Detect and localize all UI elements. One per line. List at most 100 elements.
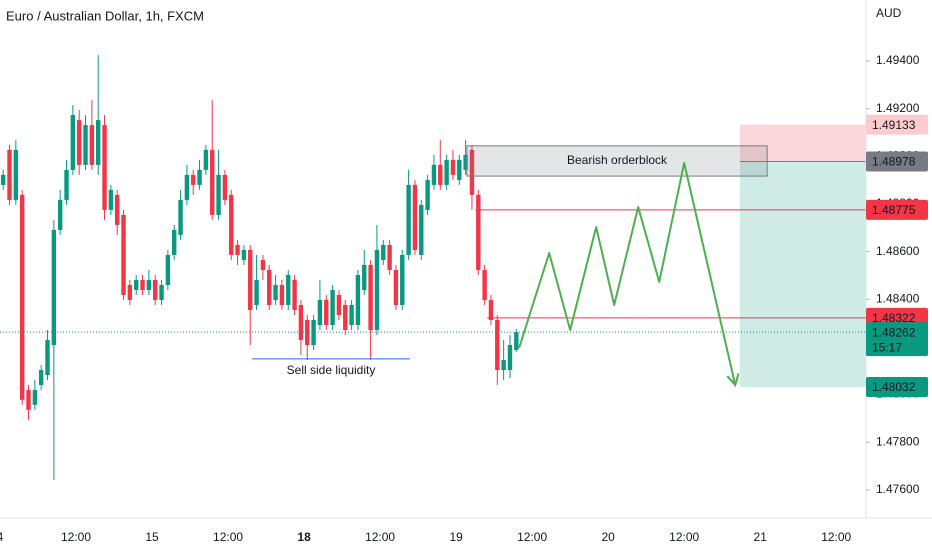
y-tick-label: 1.48600 bbox=[876, 244, 920, 258]
candle-body bbox=[425, 179, 430, 210]
x-tick-label: 12:00 bbox=[365, 530, 395, 544]
candle-body bbox=[343, 304, 348, 331]
candle-body bbox=[70, 115, 76, 170]
candle-body bbox=[419, 204, 424, 255]
candle-body bbox=[108, 189, 114, 210]
candle-body bbox=[57, 199, 63, 230]
candle-body bbox=[254, 279, 259, 305]
candle-body bbox=[64, 169, 69, 200]
candle-body bbox=[267, 269, 272, 305]
candle-body bbox=[229, 194, 234, 255]
candle-body bbox=[38, 370, 44, 386]
candle-body bbox=[203, 149, 209, 170]
candle-body bbox=[260, 259, 266, 270]
price-tag bbox=[866, 151, 928, 172]
candle-body bbox=[400, 254, 405, 305]
x-tick-label: 19 bbox=[449, 530, 463, 544]
countdown-label: 15:17 bbox=[872, 340, 902, 354]
candle-body bbox=[457, 159, 462, 180]
candle-body bbox=[412, 184, 418, 250]
y-axis-label: AUD bbox=[876, 6, 902, 20]
candle-body bbox=[153, 279, 158, 300]
target-zone bbox=[739, 161, 866, 387]
candle-body bbox=[368, 264, 373, 331]
candle-body bbox=[279, 284, 285, 305]
candle-body bbox=[438, 164, 443, 185]
candle-body bbox=[298, 304, 304, 341]
candle-body bbox=[45, 340, 50, 376]
candle-body bbox=[406, 184, 411, 255]
candle-body bbox=[0, 174, 6, 185]
candle-body bbox=[83, 125, 88, 165]
candle-body bbox=[387, 244, 392, 270]
candle-body bbox=[210, 149, 215, 215]
candle-body bbox=[488, 299, 494, 320]
x-tick-label: 21 bbox=[754, 530, 768, 544]
candle-body bbox=[140, 279, 145, 290]
candle-body bbox=[463, 154, 468, 170]
price-tags: 1.49133 1.48978 1.48032 1.48775 1.483221.482… bbox=[866, 114, 928, 397]
x-tick-label: 12:00 bbox=[61, 530, 91, 544]
candle-body bbox=[172, 229, 177, 255]
x-tick-label: 12:00 bbox=[213, 530, 243, 544]
candle-body bbox=[235, 244, 240, 255]
x-tick-label: 12:00 bbox=[669, 530, 699, 544]
candle-body bbox=[32, 390, 38, 405]
candle-body bbox=[336, 294, 342, 315]
candle-body bbox=[495, 319, 500, 371]
candle-body bbox=[102, 125, 107, 210]
y-tick-label: 1.47800 bbox=[876, 434, 920, 448]
projection-arrowhead bbox=[726, 373, 740, 388]
x-tick-label: 20 bbox=[601, 530, 615, 544]
candle-body bbox=[393, 269, 399, 305]
price-tag-label: 1.48032 bbox=[872, 380, 916, 394]
candle-body bbox=[197, 169, 202, 185]
candle-body bbox=[305, 319, 310, 346]
candle-body bbox=[127, 284, 133, 300]
axes: 1.476001.478001.480001.482001.484001.486… bbox=[0, 53, 920, 544]
candle-body bbox=[121, 214, 126, 295]
price-tag-label: 1.48978 bbox=[872, 155, 916, 169]
x-tick-label: 18 bbox=[297, 530, 311, 544]
candle-body bbox=[13, 149, 19, 200]
y-tick-label: 1.49400 bbox=[876, 53, 920, 67]
candle-body bbox=[482, 269, 487, 300]
candle-body bbox=[362, 264, 367, 290]
y-tick-label: 1.49200 bbox=[876, 101, 920, 115]
candle-body bbox=[514, 332, 519, 351]
price-tag bbox=[866, 199, 928, 220]
candle-body bbox=[444, 159, 449, 185]
candle-body bbox=[381, 244, 386, 260]
candle-body bbox=[159, 284, 164, 300]
drawings: Bearish orderblock Sell side liquidity bbox=[0, 145, 866, 388]
price-tag-label: 1.48775 bbox=[872, 203, 916, 217]
candle-body bbox=[330, 289, 335, 326]
candle-body bbox=[114, 194, 120, 225]
x-tick-label: 15 bbox=[145, 530, 159, 544]
candle-body bbox=[469, 149, 475, 195]
price-tag bbox=[866, 114, 928, 135]
candle-body bbox=[476, 194, 481, 270]
zones bbox=[739, 124, 866, 387]
candle-body bbox=[7, 149, 12, 200]
candle-body bbox=[222, 174, 228, 200]
candle-body bbox=[501, 360, 506, 371]
candle-body bbox=[355, 274, 361, 326]
candle-body bbox=[507, 345, 513, 371]
candle-body bbox=[241, 249, 247, 260]
projection-path bbox=[518, 161, 737, 386]
price-tag-label: 1.48322 bbox=[872, 311, 916, 325]
candle-body bbox=[431, 164, 437, 185]
current-price-label: 1.48262 bbox=[872, 325, 916, 339]
candle-body bbox=[165, 254, 171, 285]
y-tick-label: 1.48400 bbox=[876, 291, 920, 305]
orderblock bbox=[466, 145, 768, 177]
candle-body bbox=[184, 174, 190, 200]
candle-body bbox=[76, 120, 82, 165]
chart-title: Euro / Australian Dollar, 1h, FXCM bbox=[6, 8, 204, 23]
y-tick-label: 1.47600 bbox=[876, 482, 920, 496]
candle-body bbox=[248, 249, 253, 310]
current-price-tag bbox=[866, 322, 928, 357]
candle-body bbox=[450, 159, 456, 175]
